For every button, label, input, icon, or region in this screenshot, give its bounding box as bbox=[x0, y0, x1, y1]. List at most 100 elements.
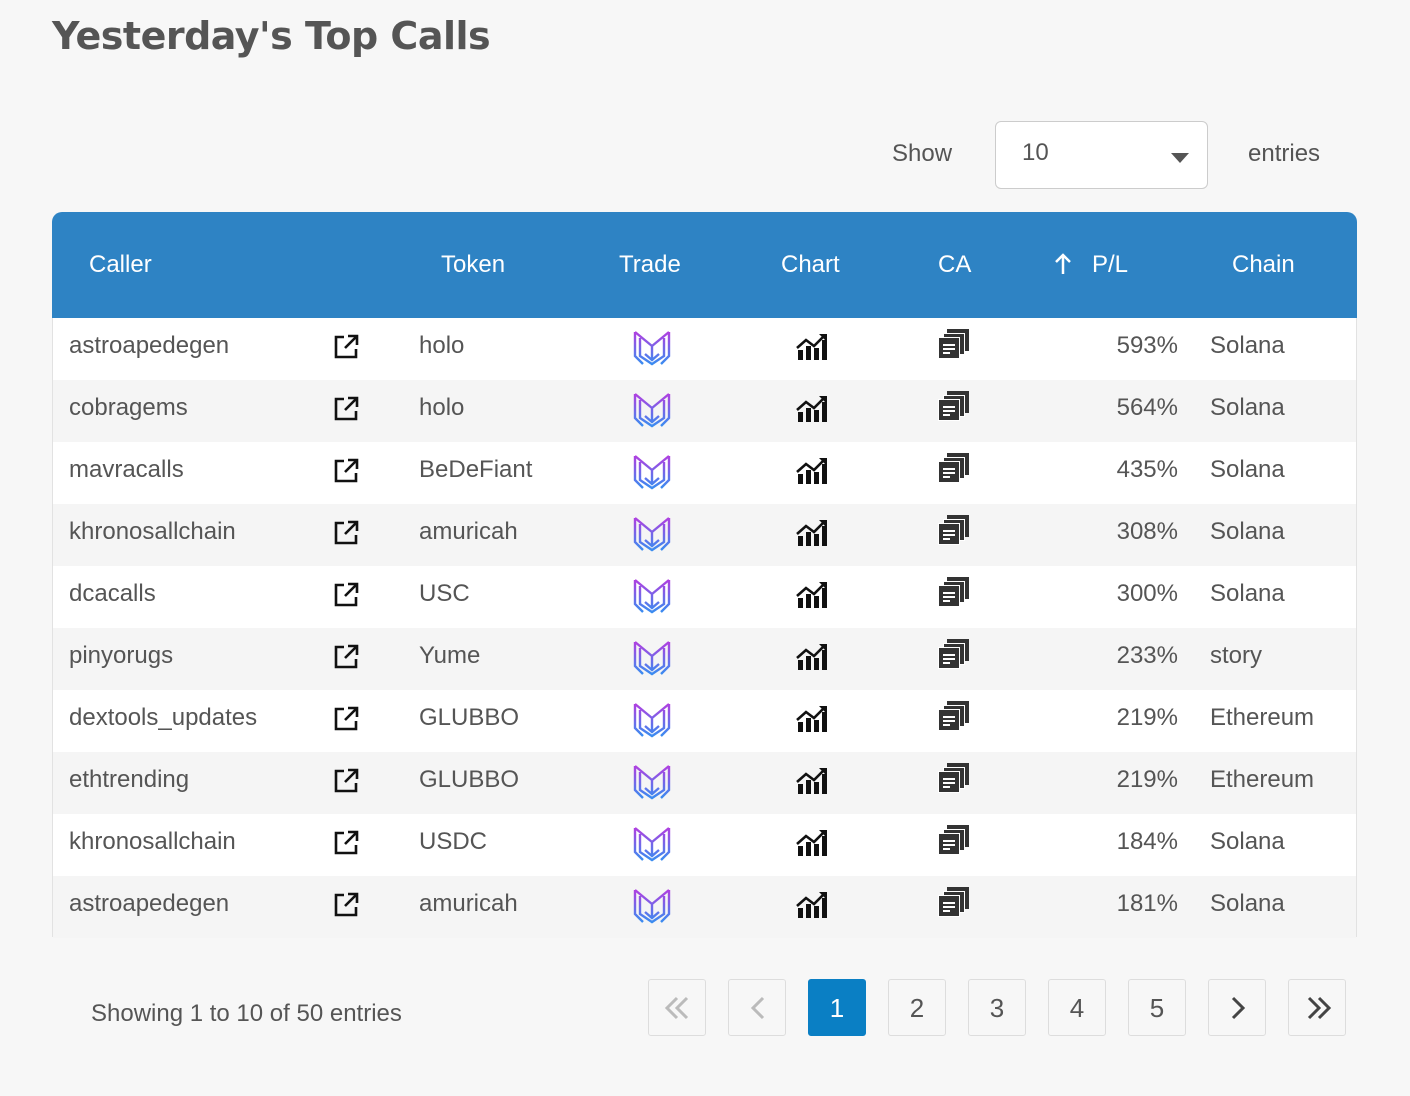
caller-link[interactable] bbox=[333, 582, 359, 613]
copy-ca-button[interactable] bbox=[937, 452, 971, 489]
chart-button[interactable] bbox=[795, 890, 829, 925]
trade-button[interactable] bbox=[632, 392, 672, 433]
chart-button[interactable] bbox=[795, 828, 829, 863]
column-header[interactable]: Trade bbox=[619, 251, 681, 278]
trade-button[interactable] bbox=[632, 578, 672, 619]
table-row: dcacalls USC 300% Solana bbox=[53, 566, 1356, 628]
copy-ca-button[interactable] bbox=[937, 576, 971, 613]
trade-button[interactable] bbox=[632, 640, 672, 681]
icon bbox=[938, 391, 969, 421]
icon bbox=[334, 768, 359, 793]
pl: 219% bbox=[1116, 766, 1178, 793]
caller-link[interactable] bbox=[333, 830, 359, 861]
token: USC bbox=[419, 580, 470, 607]
first-page[interactable] bbox=[648, 979, 706, 1036]
column-header[interactable]: Chain bbox=[1232, 251, 1295, 278]
prev-page[interactable] bbox=[728, 979, 786, 1036]
chain: Solana bbox=[1210, 890, 1285, 917]
copy-ca-button[interactable] bbox=[937, 886, 971, 923]
copy-ca-button[interactable] bbox=[937, 514, 971, 551]
chart-button[interactable] bbox=[795, 766, 829, 801]
column-header[interactable]: Chart bbox=[781, 251, 840, 278]
token: GLUBBO bbox=[419, 704, 520, 731]
page-button[interactable]: 3 bbox=[968, 979, 1026, 1036]
caller-link[interactable] bbox=[333, 892, 359, 923]
token: amuricah bbox=[419, 518, 518, 545]
icon bbox=[796, 582, 827, 608]
chain: Solana bbox=[1210, 332, 1285, 359]
caller: dcacalls bbox=[69, 580, 156, 607]
table-row: khronosallchain USDC 184% Solana bbox=[53, 814, 1356, 876]
trade-button[interactable] bbox=[632, 454, 672, 495]
token: holo bbox=[419, 394, 465, 421]
table-row: khronosallchain amuricah 308% Solana bbox=[53, 504, 1356, 566]
chart-button[interactable] bbox=[795, 332, 829, 367]
caller-link[interactable] bbox=[333, 644, 359, 675]
chart-button[interactable] bbox=[795, 704, 829, 739]
copy-ca-button[interactable] bbox=[937, 638, 971, 675]
page-button[interactable]: 2 bbox=[888, 979, 946, 1036]
copy-ca-button[interactable] bbox=[937, 824, 971, 861]
chart-button[interactable] bbox=[795, 518, 829, 553]
copy-ca-button[interactable] bbox=[937, 700, 971, 737]
page-button[interactable]: 5 bbox=[1128, 979, 1186, 1036]
trade-button[interactable] bbox=[632, 702, 672, 743]
copy-ca-button[interactable] bbox=[937, 328, 971, 365]
trade-button[interactable] bbox=[632, 826, 672, 867]
chain: Solana bbox=[1210, 828, 1285, 855]
caller-link[interactable] bbox=[333, 396, 359, 427]
chart-button[interactable] bbox=[795, 394, 829, 429]
chart-button[interactable] bbox=[795, 580, 829, 615]
caller-link[interactable] bbox=[333, 706, 359, 737]
column-header[interactable]: P/L bbox=[1092, 251, 1129, 278]
icon bbox=[938, 453, 969, 483]
icon bbox=[633, 889, 671, 924]
column-header[interactable]: CA bbox=[938, 251, 972, 278]
trade-button[interactable] bbox=[632, 516, 672, 557]
icon bbox=[796, 644, 827, 670]
icon bbox=[796, 334, 827, 360]
caller: khronosallchain bbox=[69, 518, 236, 545]
next-page[interactable] bbox=[1208, 979, 1266, 1036]
icon bbox=[938, 577, 969, 607]
page-button[interactable]: 1 bbox=[808, 979, 866, 1036]
icon bbox=[796, 830, 827, 856]
icon bbox=[334, 396, 359, 421]
caller-link[interactable] bbox=[333, 334, 359, 365]
icon bbox=[796, 768, 827, 794]
icon bbox=[334, 892, 359, 917]
pl: 564% bbox=[1116, 394, 1178, 421]
icon bbox=[633, 393, 671, 428]
icon bbox=[633, 765, 671, 800]
caller-link[interactable] bbox=[333, 520, 359, 551]
icon bbox=[334, 644, 359, 669]
trade-button[interactable] bbox=[632, 330, 672, 371]
column-header[interactable]: Caller bbox=[89, 251, 152, 278]
icon bbox=[938, 763, 969, 793]
chart-button[interactable] bbox=[795, 456, 829, 491]
copy-ca-button[interactable] bbox=[937, 390, 971, 427]
token: BeDeFiant bbox=[419, 456, 533, 483]
sort-arrow bbox=[1055, 253, 1071, 274]
icon bbox=[633, 827, 671, 862]
entries-select[interactable]: 10 bbox=[995, 121, 1208, 189]
table-row: astroapedegen holo 593% Solana bbox=[53, 318, 1356, 380]
page-button[interactable]: 4 bbox=[1048, 979, 1106, 1036]
icon bbox=[633, 703, 671, 738]
last-page[interactable] bbox=[1288, 979, 1346, 1036]
chart-button[interactable] bbox=[795, 642, 829, 677]
caller-link[interactable] bbox=[333, 458, 359, 489]
table-row: pinyorugs Yume 233% story bbox=[53, 628, 1356, 690]
column-header[interactable]: Token bbox=[441, 251, 506, 278]
icon bbox=[633, 579, 671, 614]
trade-button[interactable] bbox=[632, 764, 672, 805]
table-row: mavracalls BeDeFiant 435% Solana bbox=[53, 442, 1356, 504]
icon bbox=[938, 329, 969, 359]
caller-link[interactable] bbox=[333, 768, 359, 799]
chain: Solana bbox=[1210, 518, 1285, 545]
token: amuricah bbox=[419, 890, 518, 917]
pl: 233% bbox=[1116, 642, 1178, 669]
copy-ca-button[interactable] bbox=[937, 762, 971, 799]
trade-button[interactable] bbox=[632, 888, 672, 929]
caller: ethtrending bbox=[69, 766, 190, 793]
